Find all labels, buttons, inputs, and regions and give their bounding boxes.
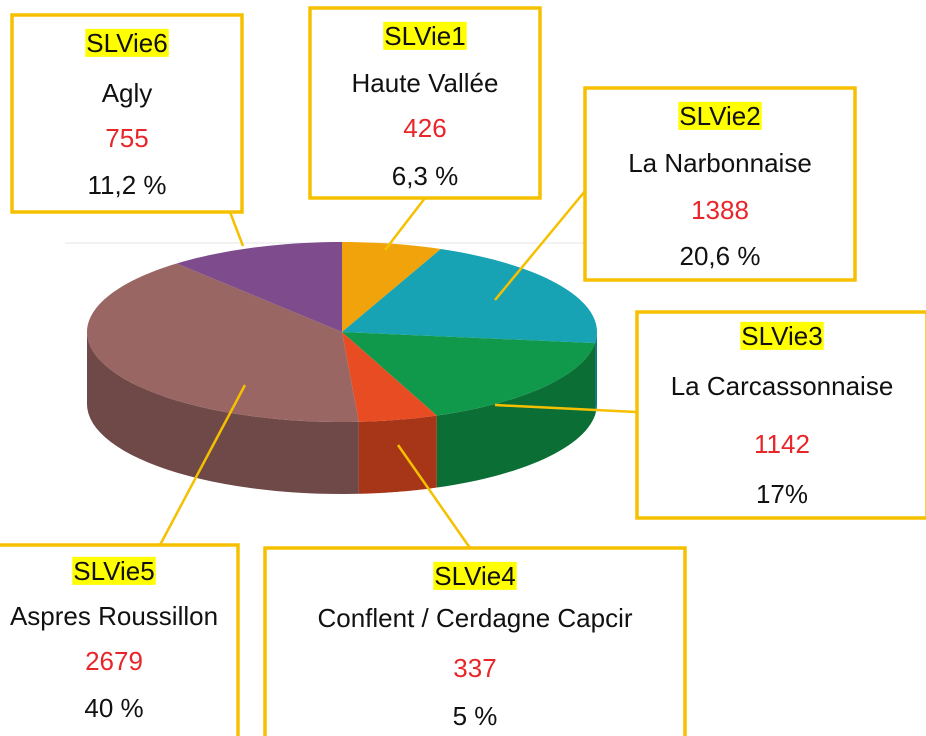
value-label: 1142 bbox=[754, 429, 810, 459]
code-highlight bbox=[678, 101, 762, 130]
percent-label: 20,6 % bbox=[680, 241, 761, 271]
leader-line bbox=[494, 403, 638, 414]
slice bbox=[342, 332, 596, 416]
value-label: 337 bbox=[453, 653, 496, 683]
slice bbox=[87, 263, 359, 422]
code-highlight bbox=[85, 28, 169, 57]
slice bbox=[176, 242, 342, 332]
region-name: Conflent / Cerdagne Capcir bbox=[317, 603, 632, 633]
code-highlight bbox=[383, 21, 467, 50]
region-name: La Narbonnaise bbox=[628, 148, 812, 178]
slice-side bbox=[87, 332, 359, 494]
leader-line bbox=[158, 384, 247, 546]
region-name: Haute Vallée bbox=[352, 68, 499, 98]
value-label: 426 bbox=[403, 113, 446, 143]
percent-label: 17% bbox=[756, 479, 808, 509]
value-label: 2679 bbox=[85, 646, 143, 676]
slice-side-shade bbox=[87, 332, 359, 494]
slice-code: SLVie2 bbox=[679, 101, 760, 131]
slice-side bbox=[595, 332, 597, 416]
code-highlight bbox=[740, 321, 824, 350]
leader-line bbox=[396, 444, 472, 549]
region-name: La Carcassonnaise bbox=[671, 371, 894, 401]
percent-label: 6,3 % bbox=[392, 161, 459, 191]
value-label: 755 bbox=[105, 123, 148, 153]
slice-code: SLVie3 bbox=[741, 321, 822, 351]
percent-label: 11,2 % bbox=[87, 170, 166, 200]
slice-side-shade bbox=[595, 332, 597, 416]
region-name: Aspres Roussillon bbox=[10, 601, 218, 631]
region-name: Agly bbox=[102, 78, 153, 108]
slice bbox=[342, 242, 441, 332]
slice-code: SLVie1 bbox=[384, 21, 465, 51]
leader-line bbox=[228, 211, 245, 247]
slice-side-shade bbox=[436, 343, 596, 488]
percent-label: 5 % bbox=[453, 701, 498, 731]
leader-line bbox=[494, 184, 591, 301]
leader-line bbox=[384, 197, 426, 251]
slice-code: SLVie4 bbox=[434, 561, 515, 591]
slice bbox=[342, 332, 437, 422]
percent-label: 40 % bbox=[84, 693, 143, 723]
slice bbox=[342, 249, 597, 344]
code-highlight bbox=[72, 556, 156, 585]
slice-code: SLVie5 bbox=[73, 556, 154, 586]
slice-side bbox=[436, 343, 596, 488]
code-highlight bbox=[433, 561, 517, 590]
slice-code: SLVie6 bbox=[86, 28, 167, 58]
value-label: 1388 bbox=[691, 195, 749, 225]
